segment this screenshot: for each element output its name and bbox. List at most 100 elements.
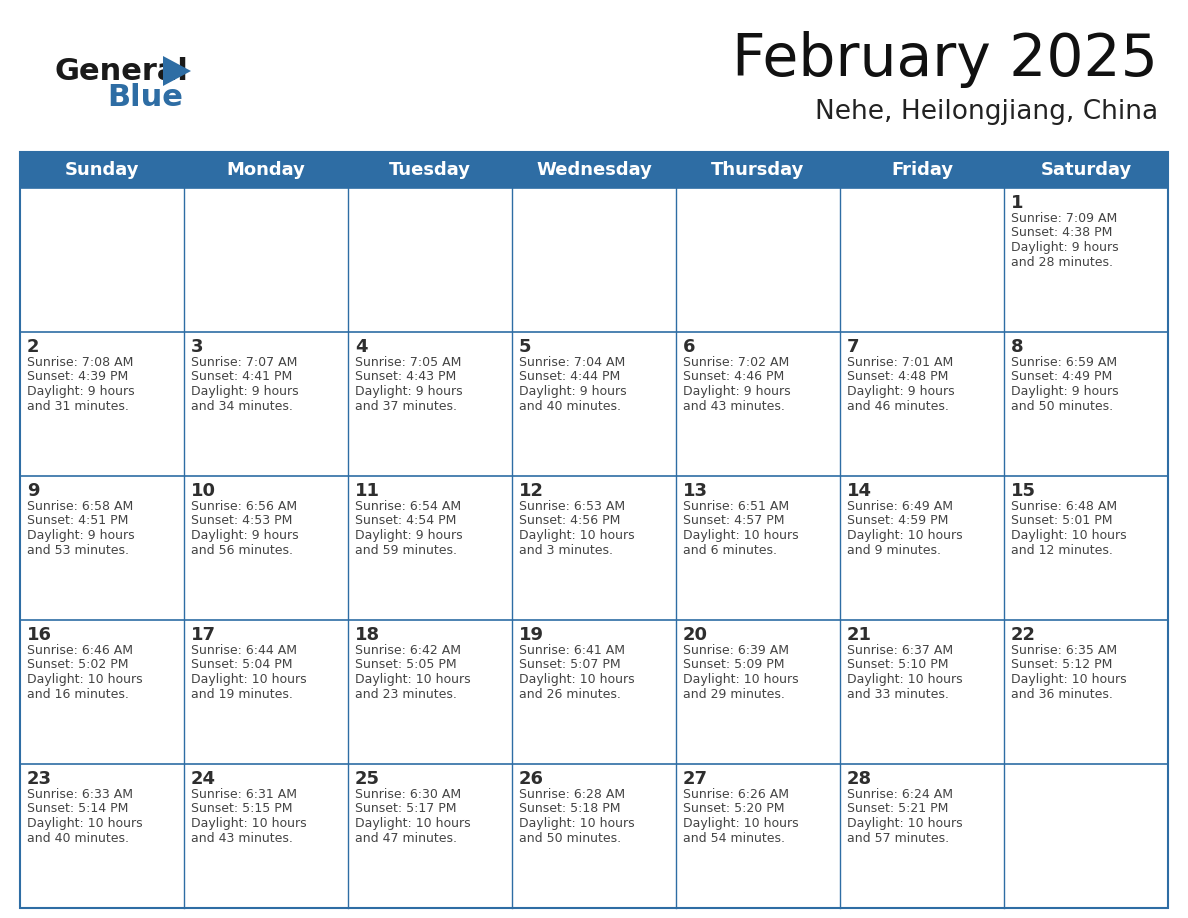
- Text: Sunset: 5:07 PM: Sunset: 5:07 PM: [519, 658, 620, 671]
- Text: Sunset: 5:02 PM: Sunset: 5:02 PM: [27, 658, 128, 671]
- Text: General: General: [55, 58, 189, 86]
- Text: and 57 minutes.: and 57 minutes.: [847, 832, 949, 845]
- Bar: [1004, 620, 1168, 764]
- Text: 15: 15: [1011, 482, 1036, 500]
- Bar: [184, 332, 348, 476]
- Text: Sunrise: 7:05 AM: Sunrise: 7:05 AM: [355, 356, 461, 369]
- Text: Sunrise: 6:31 AM: Sunrise: 6:31 AM: [191, 788, 297, 801]
- Text: Daylight: 10 hours: Daylight: 10 hours: [683, 529, 798, 542]
- Text: Daylight: 9 hours: Daylight: 9 hours: [1011, 385, 1119, 398]
- Text: Daylight: 10 hours: Daylight: 10 hours: [27, 673, 143, 686]
- Text: and 29 minutes.: and 29 minutes.: [683, 688, 785, 700]
- Text: Daylight: 9 hours: Daylight: 9 hours: [191, 385, 298, 398]
- Text: Daylight: 9 hours: Daylight: 9 hours: [27, 385, 134, 398]
- Text: Sunset: 4:49 PM: Sunset: 4:49 PM: [1011, 371, 1112, 384]
- Text: Saturday: Saturday: [1041, 161, 1132, 179]
- Bar: [20, 476, 184, 620]
- Text: 20: 20: [683, 626, 708, 644]
- Text: Sunset: 4:54 PM: Sunset: 4:54 PM: [355, 514, 456, 528]
- Text: Sunset: 4:46 PM: Sunset: 4:46 PM: [683, 371, 784, 384]
- Text: Sunrise: 6:26 AM: Sunrise: 6:26 AM: [683, 788, 789, 801]
- Bar: [512, 188, 676, 332]
- Text: Wednesday: Wednesday: [536, 161, 652, 179]
- Text: Sunrise: 6:49 AM: Sunrise: 6:49 AM: [847, 500, 953, 513]
- Text: 6: 6: [683, 338, 695, 356]
- Bar: [840, 476, 1004, 620]
- Text: Sunrise: 6:58 AM: Sunrise: 6:58 AM: [27, 500, 133, 513]
- Text: 17: 17: [191, 626, 216, 644]
- Text: Sunrise: 7:09 AM: Sunrise: 7:09 AM: [1011, 212, 1117, 225]
- Bar: [20, 764, 184, 908]
- Bar: [348, 620, 512, 764]
- Text: 28: 28: [847, 770, 872, 788]
- Text: 25: 25: [355, 770, 380, 788]
- Text: 27: 27: [683, 770, 708, 788]
- Text: Sunset: 4:41 PM: Sunset: 4:41 PM: [191, 371, 292, 384]
- Bar: [184, 764, 348, 908]
- Text: Sunrise: 6:37 AM: Sunrise: 6:37 AM: [847, 644, 953, 657]
- Text: 19: 19: [519, 626, 544, 644]
- Text: and 34 minutes.: and 34 minutes.: [191, 399, 293, 412]
- Text: and 50 minutes.: and 50 minutes.: [1011, 399, 1113, 412]
- Bar: [20, 620, 184, 764]
- Bar: [1004, 476, 1168, 620]
- Bar: [20, 152, 1168, 188]
- Text: Daylight: 9 hours: Daylight: 9 hours: [683, 385, 791, 398]
- Text: Daylight: 9 hours: Daylight: 9 hours: [27, 529, 134, 542]
- Text: and 56 minutes.: and 56 minutes.: [191, 543, 293, 556]
- Text: and 12 minutes.: and 12 minutes.: [1011, 543, 1113, 556]
- Bar: [1004, 764, 1168, 908]
- Bar: [512, 476, 676, 620]
- Text: Daylight: 9 hours: Daylight: 9 hours: [519, 385, 626, 398]
- Text: 13: 13: [683, 482, 708, 500]
- Text: Daylight: 10 hours: Daylight: 10 hours: [847, 673, 962, 686]
- Text: and 31 minutes.: and 31 minutes.: [27, 399, 128, 412]
- Bar: [512, 332, 676, 476]
- Text: Sunrise: 6:41 AM: Sunrise: 6:41 AM: [519, 644, 625, 657]
- Text: Daylight: 10 hours: Daylight: 10 hours: [355, 673, 470, 686]
- Text: and 43 minutes.: and 43 minutes.: [683, 399, 785, 412]
- Bar: [840, 764, 1004, 908]
- Text: and 19 minutes.: and 19 minutes.: [191, 688, 293, 700]
- Text: February 2025: February 2025: [732, 31, 1158, 88]
- Polygon shape: [163, 56, 191, 86]
- Text: Daylight: 9 hours: Daylight: 9 hours: [191, 529, 298, 542]
- Text: Sunset: 5:18 PM: Sunset: 5:18 PM: [519, 802, 620, 815]
- Text: Sunset: 4:56 PM: Sunset: 4:56 PM: [519, 514, 620, 528]
- Text: 12: 12: [519, 482, 544, 500]
- Text: 18: 18: [355, 626, 380, 644]
- Bar: [348, 476, 512, 620]
- Bar: [184, 476, 348, 620]
- Bar: [184, 188, 348, 332]
- Text: 26: 26: [519, 770, 544, 788]
- Text: Sunrise: 6:42 AM: Sunrise: 6:42 AM: [355, 644, 461, 657]
- Text: Sunrise: 6:44 AM: Sunrise: 6:44 AM: [191, 644, 297, 657]
- Text: Sunset: 4:43 PM: Sunset: 4:43 PM: [355, 371, 456, 384]
- Text: 5: 5: [519, 338, 531, 356]
- Text: and 43 minutes.: and 43 minutes.: [191, 832, 293, 845]
- Text: Daylight: 10 hours: Daylight: 10 hours: [355, 817, 470, 830]
- Text: Sunset: 4:44 PM: Sunset: 4:44 PM: [519, 371, 620, 384]
- Bar: [512, 620, 676, 764]
- Text: Daylight: 10 hours: Daylight: 10 hours: [191, 817, 307, 830]
- Text: and 36 minutes.: and 36 minutes.: [1011, 688, 1113, 700]
- Text: Daylight: 9 hours: Daylight: 9 hours: [355, 385, 462, 398]
- Text: Sunrise: 6:30 AM: Sunrise: 6:30 AM: [355, 788, 461, 801]
- Bar: [184, 620, 348, 764]
- Text: Daylight: 9 hours: Daylight: 9 hours: [355, 529, 462, 542]
- Text: Daylight: 10 hours: Daylight: 10 hours: [683, 817, 798, 830]
- Text: Sunrise: 7:08 AM: Sunrise: 7:08 AM: [27, 356, 133, 369]
- Text: Sunset: 5:10 PM: Sunset: 5:10 PM: [847, 658, 948, 671]
- Bar: [840, 188, 1004, 332]
- Text: Sunset: 5:17 PM: Sunset: 5:17 PM: [355, 802, 456, 815]
- Text: 8: 8: [1011, 338, 1024, 356]
- Bar: [676, 764, 840, 908]
- Text: Sunset: 4:38 PM: Sunset: 4:38 PM: [1011, 227, 1112, 240]
- Text: Sunrise: 7:02 AM: Sunrise: 7:02 AM: [683, 356, 789, 369]
- Text: and 9 minutes.: and 9 minutes.: [847, 543, 941, 556]
- Text: 14: 14: [847, 482, 872, 500]
- Text: Daylight: 10 hours: Daylight: 10 hours: [1011, 673, 1126, 686]
- Text: 7: 7: [847, 338, 859, 356]
- Text: Sunset: 5:04 PM: Sunset: 5:04 PM: [191, 658, 292, 671]
- Text: and 6 minutes.: and 6 minutes.: [683, 543, 777, 556]
